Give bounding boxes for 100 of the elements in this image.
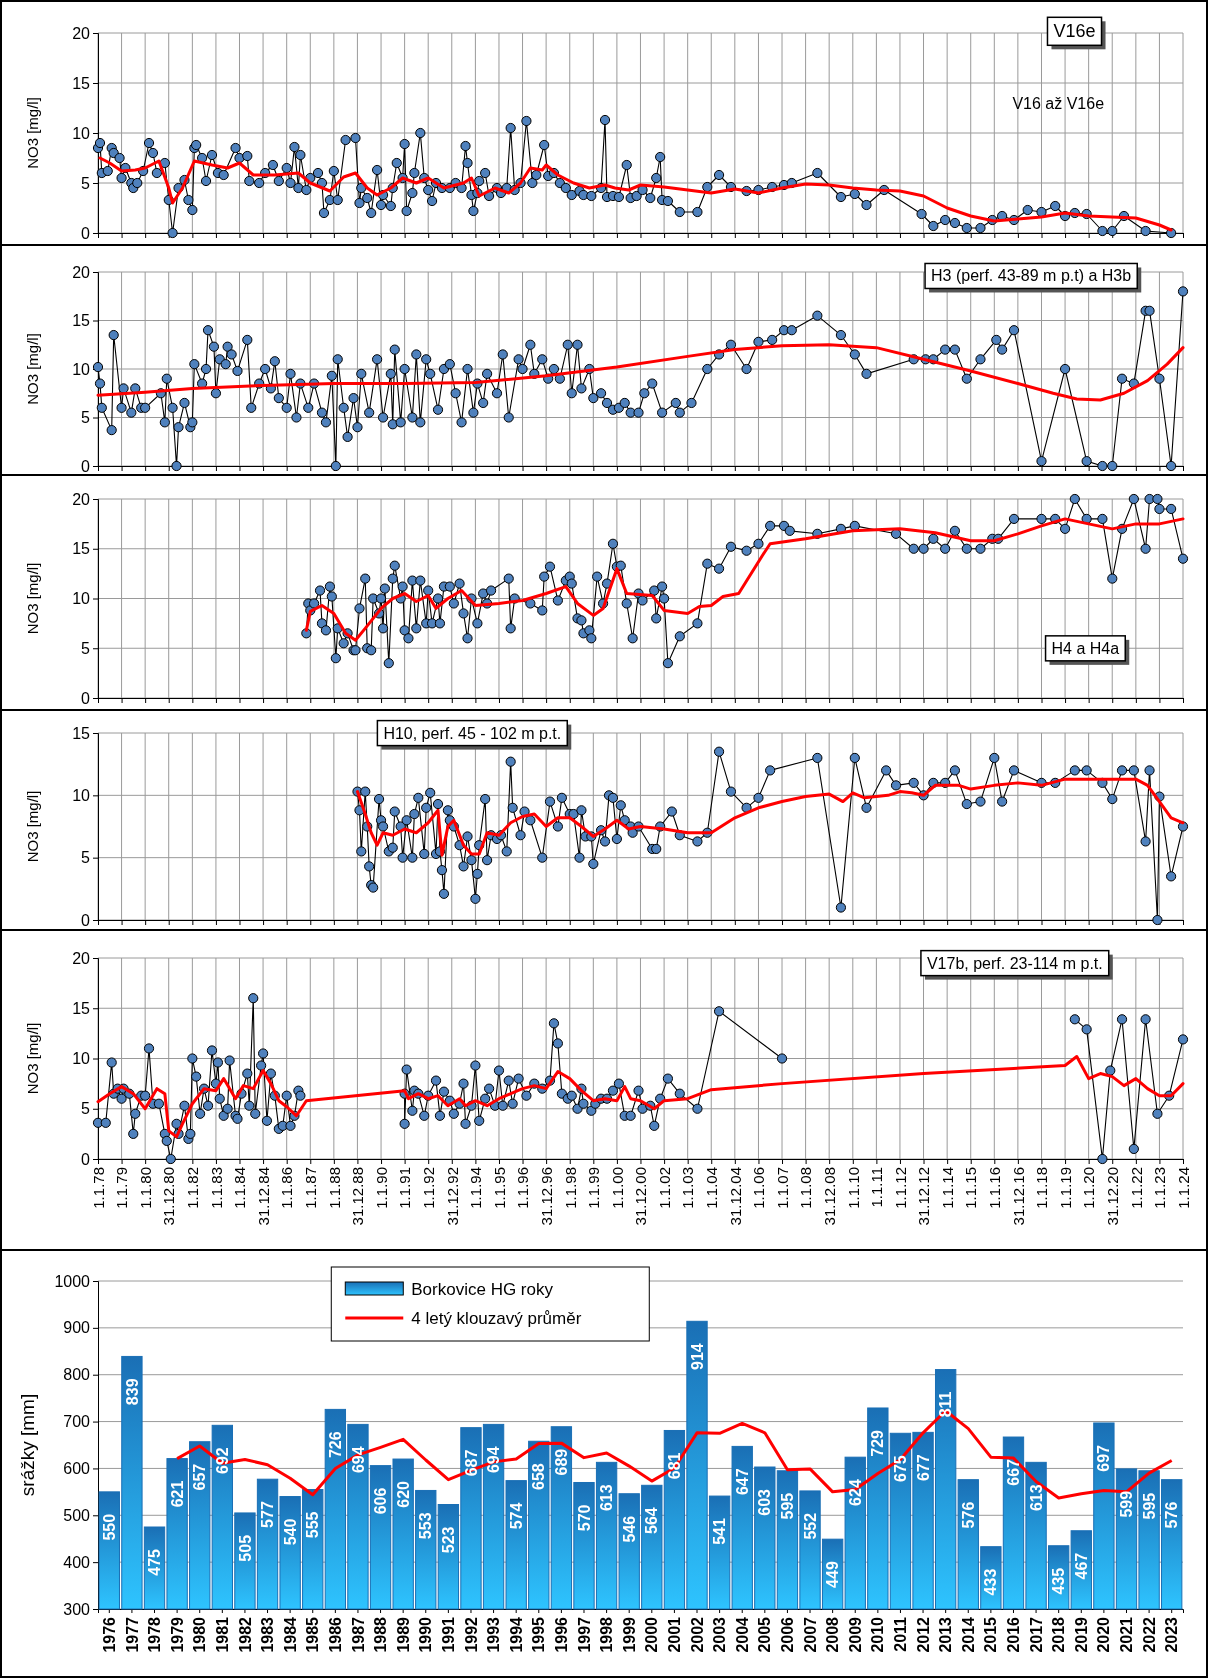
data-label: 729 (869, 1429, 887, 1457)
x-tick-label: 1.1.18 (1033, 1167, 1051, 1209)
x-tick-label: 1.1.96 (514, 1167, 532, 1209)
y-tick-label: 10 (72, 360, 91, 378)
x-tick-label: 1.1.79 (113, 1167, 131, 1209)
y-tick-label: 10 (72, 124, 91, 142)
y-tick-label: 700 (63, 1413, 91, 1431)
data-label: 811 (937, 1391, 955, 1418)
data-label: 523 (439, 1526, 457, 1554)
data-label: 675 (892, 1455, 910, 1482)
y-tick-label: 15 (72, 74, 91, 92)
x-tick-label: 1.1.86 (278, 1167, 296, 1209)
x-tick-label: 1.1.90 (372, 1167, 390, 1209)
x-tick-label: 2012 (914, 1616, 932, 1653)
y-tick-label: 300 (63, 1600, 91, 1618)
y-axis-title: NO3 [mg/l] (24, 333, 41, 405)
x-tick-label: 1.1.15 (962, 1167, 980, 1209)
y-tick-label: 10 (72, 1050, 91, 1068)
data-label: 681 (666, 1452, 684, 1480)
data-label: 658 (530, 1463, 548, 1490)
x-tick-label: 2011 (892, 1616, 910, 1652)
x-tick-label: 1988 (372, 1616, 390, 1653)
y-tick-label: 5 (81, 174, 91, 192)
x-tick-label: 31.12.08 (820, 1167, 838, 1226)
data-label: 621 (168, 1480, 186, 1508)
annotation: H4 a H4a (1051, 639, 1120, 657)
x-tick-label: 2000 (643, 1616, 661, 1653)
x-tick-label: 1.1.00 (608, 1167, 626, 1209)
x-tick-label: 1984 (281, 1616, 299, 1653)
x-tick-label: 1.1.98 (561, 1167, 579, 1209)
x-tick-label: 1.1.92 (419, 1167, 437, 1209)
data-label: 564 (643, 1507, 661, 1534)
y-tick-label: 0 (81, 689, 91, 707)
y-tick-label: 5 (81, 1100, 91, 1118)
x-tick-label: 1.1.06 (750, 1167, 768, 1209)
x-tick-label: 2018 (1050, 1616, 1068, 1653)
y-tick-label: 20 (72, 263, 91, 281)
x-tick-label: 1978 (146, 1616, 164, 1653)
y-tick-label: 5 (81, 639, 91, 657)
x-tick-label: 31.12.16 (1009, 1167, 1027, 1226)
data-label: 552 (801, 1512, 819, 1540)
x-tick-label: 2022 (1140, 1616, 1158, 1653)
legend-label: Borkovice HG roky (411, 1279, 554, 1299)
x-tick-label: 1996 (552, 1616, 570, 1653)
x-tick-label: 1981 (213, 1616, 231, 1653)
x-tick-label: 31.12.88 (349, 1167, 367, 1226)
y-axis-title: NO3 [mg/l] (24, 1022, 41, 1095)
x-tick-label: 1976 (100, 1616, 118, 1653)
y-tick-label: 10 (72, 590, 91, 608)
data-label: 694 (485, 1446, 503, 1474)
data-label: 689 (552, 1448, 570, 1476)
x-tick-label: 1.1.80 (136, 1167, 154, 1209)
x-tick-label: 2007 (801, 1616, 819, 1653)
y-tick-label: 1000 (54, 1272, 91, 1290)
x-tick-label: 1982 (236, 1616, 254, 1653)
y-axis-title: NO3 [mg/l] (24, 97, 41, 169)
data-label: 613 (1027, 1484, 1045, 1512)
y-tick-label: 20 (72, 949, 91, 967)
x-tick-label: 1.1.16 (986, 1167, 1004, 1209)
x-tick-label: 1.1.87 (302, 1167, 320, 1209)
annotation: H10, perf. 45 - 102 m p.t. (383, 724, 562, 742)
data-label: 620 (394, 1480, 412, 1508)
x-tick-label: 1999 (620, 1616, 638, 1653)
y-tick-label: 0 (81, 1150, 91, 1168)
x-tick-label: 1.1.12 (891, 1167, 909, 1209)
x-tick-label: 31.12.92 (443, 1167, 461, 1226)
x-tick-label: 31.12.04 (726, 1167, 744, 1226)
y-tick-label: 600 (63, 1460, 91, 1478)
x-tick-label: 1.1.08 (797, 1167, 815, 1209)
x-tick-label: 1994 (507, 1616, 525, 1653)
y-tick-label: 15 (72, 312, 91, 330)
x-tick-label: 1990 (417, 1616, 435, 1653)
y-tick-label: 15 (72, 540, 91, 558)
data-label: 839 (123, 1378, 141, 1406)
x-tick-label: 2003 (711, 1616, 729, 1653)
y-tick-label: 0 (81, 457, 91, 475)
x-tick-label: 31.12.96 (537, 1167, 555, 1226)
data-label: 595 (779, 1492, 797, 1520)
x-tick-label: 1.1.78 (89, 1167, 107, 1209)
x-tick-label: 31.12.12 (915, 1167, 933, 1226)
y-tick-label: 20 (72, 490, 91, 508)
data-label: 467 (1072, 1552, 1090, 1580)
x-tick-label: 1997 (575, 1616, 593, 1653)
y-tick-label: 0 (81, 911, 91, 929)
data-label: 606 (372, 1487, 390, 1515)
data-label: 433 (982, 1568, 1000, 1596)
x-tick-label: 1.1.19 (1056, 1167, 1074, 1209)
data-label: 914 (688, 1343, 706, 1370)
x-tick-label: 2017 (1027, 1616, 1045, 1653)
data-label: 449 (824, 1561, 842, 1588)
y-tick-label: 5 (81, 849, 91, 867)
annotation: V17b, perf. 23-114 m p.t. (926, 954, 1103, 972)
x-tick-label: 1987 (349, 1616, 367, 1653)
x-tick-label: 2014 (959, 1616, 977, 1653)
x-tick-label: 2001 (666, 1616, 684, 1653)
data-label: 687 (462, 1449, 480, 1477)
x-tick-label: 2005 (756, 1616, 774, 1653)
x-tick-label: 31.12.00 (632, 1167, 650, 1226)
data-label: 677 (914, 1454, 932, 1482)
data-label: 613 (598, 1484, 616, 1512)
